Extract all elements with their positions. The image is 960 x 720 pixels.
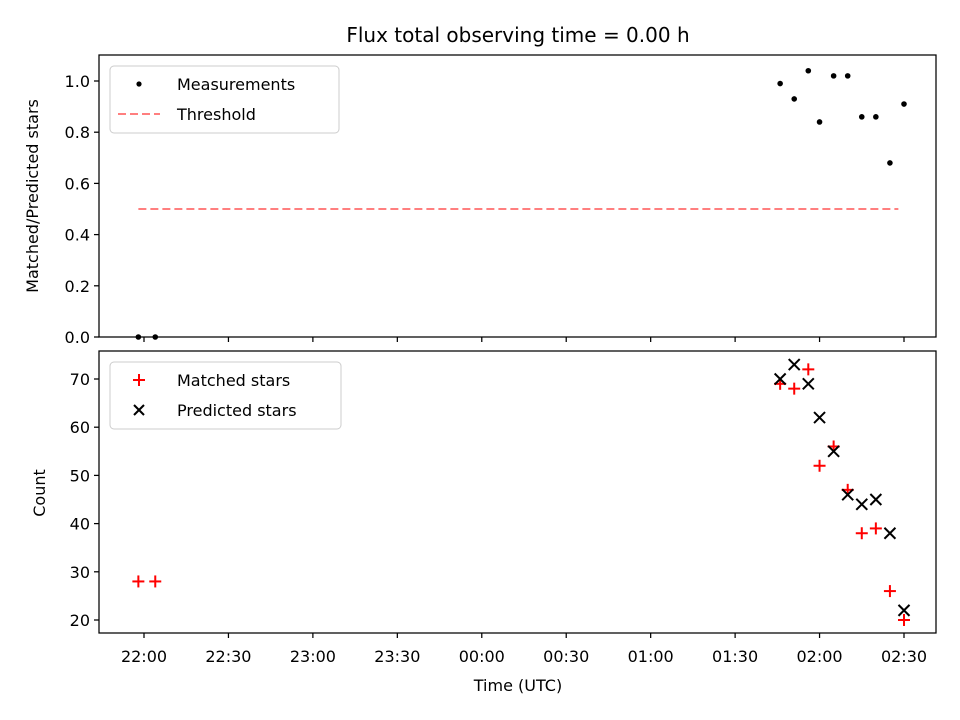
x-tick-label: 00:00 (459, 647, 505, 666)
measurement-point (777, 80, 783, 87)
legend-predicted-marker (133, 404, 145, 416)
x-tick-label: 01:30 (712, 647, 758, 666)
bottom-panel: 20 30 40 50 60 70 22:00 22:30 23:00 23:30 00:00 00… (30, 350, 937, 695)
measurement-point (887, 160, 893, 166)
predicted-stars-point (855, 498, 868, 511)
legend-matched-marker (133, 374, 145, 386)
top-panel: 0.0 0.2 0.4 0.6 0.8 1.0 Matched/Predicted sta… (23, 54, 937, 347)
x-axis-title: Time (UTC) (473, 676, 562, 695)
x-tick-label: 02:00 (797, 647, 843, 666)
predicted-stars-point (897, 604, 911, 617)
top-plot-frame (98, 54, 937, 338)
legend-threshold-label: Threshold (176, 105, 256, 124)
bottom-y-tick-label: 50 (70, 466, 90, 485)
bottom-y-tick-label: 70 (70, 370, 90, 389)
bottom-y-tick-label: 60 (70, 418, 90, 437)
predicted-stars-point (869, 493, 883, 506)
top-y-axis-title: Matched/Predicted stars (23, 99, 42, 293)
bottom-y-tick-label: 40 (70, 515, 90, 534)
matched-stars-point (855, 527, 868, 540)
top-y-tick-label: 0.8 (65, 123, 90, 142)
predicted-stars-point (773, 372, 787, 386)
measurement-point (152, 334, 159, 340)
measurement-point (816, 119, 823, 125)
bottom-y-tick-label: 20 (70, 611, 90, 630)
top-y-tick-label: 1.0 (65, 72, 90, 91)
top-legend-box (109, 65, 340, 134)
measurement-point (791, 96, 798, 102)
x-tick-label: 23:30 (374, 647, 420, 666)
legend-predicted-label: Predicted stars (177, 401, 297, 420)
bottom-plot-frame (98, 350, 937, 634)
top-plot-marks (135, 67, 907, 340)
legend-measurements-label: Measurements (177, 75, 295, 94)
bottom-legend: Matched stars Predicted stars (109, 361, 342, 430)
top-legend: Measurements Threshold (109, 65, 340, 134)
matched-stars-point (813, 459, 826, 472)
x-tick-label: 22:00 (121, 647, 167, 666)
top-y-tick-label: 0.4 (65, 226, 90, 245)
matched-stars-point (869, 522, 882, 535)
top-y-tick-label: 0.0 (65, 328, 90, 347)
matched-stars-point (132, 575, 145, 588)
matched-stars-point (149, 575, 162, 588)
bottom-legend-box (109, 361, 342, 430)
legend-measurements-marker (136, 81, 142, 87)
bottom-plot-marks (132, 358, 911, 626)
top-y-tick-label: 0.6 (65, 174, 90, 193)
x-tick-label: 02:30 (881, 647, 927, 666)
measurement-point (805, 67, 812, 74)
measurement-point (844, 73, 851, 79)
matched-stars-point (883, 585, 896, 598)
predicted-stars-point (788, 358, 801, 371)
top-y-axis: 0.0 0.2 0.4 0.6 0.8 1.0 (65, 72, 99, 347)
predicted-stars-point (883, 527, 897, 540)
predicted-stars-point (827, 445, 840, 458)
predicted-stars-point (802, 377, 815, 391)
x-tick-label: 23:00 (290, 647, 336, 666)
bottom-y-tick-label: 30 (70, 563, 90, 582)
x-tick-label: 22:30 (205, 647, 251, 666)
matched-stars-point (898, 614, 910, 626)
legend-matched-label: Matched stars (177, 371, 290, 390)
bottom-x-axis: 22:00 22:30 23:00 23:30 00:00 00:30 01:00 01:30… (121, 633, 927, 666)
matched-stars-point (802, 363, 815, 376)
x-tick-label: 00:30 (543, 647, 589, 666)
predicted-stars-point (813, 411, 826, 424)
measurement-point (135, 334, 142, 340)
top-x-ticks (143, 337, 905, 342)
matched-stars-point (788, 382, 801, 395)
x-tick-label: 01:00 (628, 647, 674, 666)
measurement-point (858, 114, 865, 120)
measurement-point (873, 114, 879, 120)
bottom-y-axis-title: Count (30, 469, 49, 517)
top-y-tick-label: 0.2 (65, 277, 90, 296)
chart-title: Flux total observing time = 0.00 h (346, 23, 689, 47)
bottom-y-axis: 20 30 40 50 60 70 (70, 370, 99, 630)
predicted-stars-point (841, 488, 854, 501)
measurement-point (830, 73, 837, 79)
measurement-point (901, 101, 907, 107)
